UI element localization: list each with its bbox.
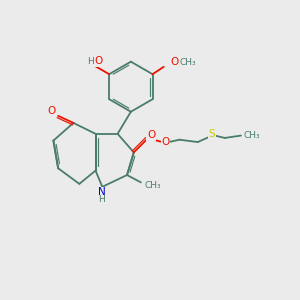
Text: S: S bbox=[208, 129, 215, 139]
Text: N: N bbox=[98, 188, 106, 197]
Text: CH₃: CH₃ bbox=[145, 181, 161, 190]
Text: O: O bbox=[161, 137, 170, 147]
Text: O: O bbox=[47, 106, 56, 116]
Text: O: O bbox=[147, 130, 155, 140]
Text: H: H bbox=[87, 57, 94, 66]
Text: O: O bbox=[94, 56, 102, 66]
Text: H: H bbox=[98, 195, 105, 204]
Text: CH₃: CH₃ bbox=[180, 58, 196, 67]
Text: CH₃: CH₃ bbox=[243, 131, 260, 140]
Text: O: O bbox=[170, 57, 178, 68]
